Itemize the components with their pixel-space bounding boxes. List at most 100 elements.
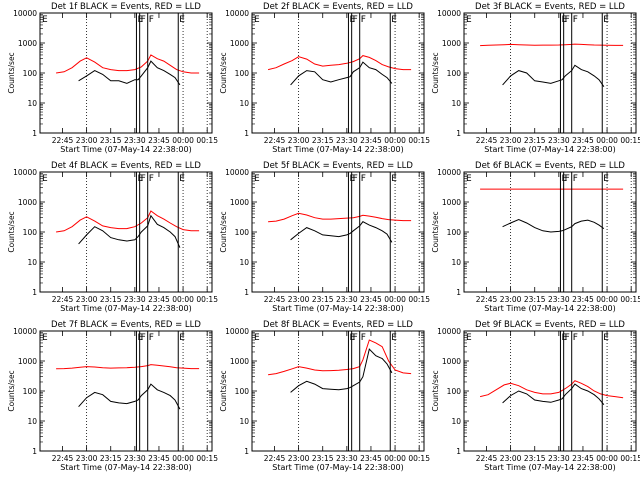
event-marker-letter: E xyxy=(391,15,397,25)
y-tick-label: 100 xyxy=(23,69,38,78)
event-marker-letter: F xyxy=(573,174,578,184)
x-tick-label: 00:00 xyxy=(596,136,618,145)
x-tick-label: 23:45 xyxy=(360,454,382,463)
event-marker-letter: E xyxy=(349,15,355,25)
event-marker-letter: E xyxy=(254,333,260,343)
event-marker-letter: E xyxy=(561,174,567,184)
event-marker-letter: F xyxy=(565,333,570,343)
y-axis-label: Counts/sec xyxy=(431,370,440,411)
event-marker-letter: E xyxy=(179,174,185,184)
event-marker-letter: F xyxy=(573,15,578,25)
x-tick-label: 23:30 xyxy=(336,454,358,463)
event-marker-letter: F xyxy=(149,174,154,184)
y-tick-label: 10000 xyxy=(13,168,37,177)
event-marker-letter: F xyxy=(361,174,366,184)
x-tick-label: 23:45 xyxy=(148,454,170,463)
y-tick-label: 1000 xyxy=(442,198,461,207)
x-axis-label: Start Time (07-May-14 22:38:00) xyxy=(272,145,403,154)
plot-frame xyxy=(39,330,213,452)
plot-frame xyxy=(39,12,213,134)
x-tick-label: 23:45 xyxy=(148,136,170,145)
y-tick-label: 10000 xyxy=(437,168,461,177)
series-line-events xyxy=(78,60,181,86)
x-tick-label: 23:00 xyxy=(500,295,522,304)
x-tick-label: 23:15 xyxy=(100,295,122,304)
panel-title: Det 7f BLACK = Events, RED = LLD xyxy=(51,320,201,330)
x-tick-label: 00:00 xyxy=(596,295,618,304)
x-tick-label: 23:15 xyxy=(524,136,546,145)
x-tick-label: 23:45 xyxy=(572,136,594,145)
panel-title: Det 5f BLACK = Events, RED = LLD xyxy=(263,161,413,171)
event-marker-letter: E xyxy=(349,333,355,343)
y-axis-label: Counts/sec xyxy=(7,211,16,252)
event-marker-letter: E xyxy=(137,15,143,25)
x-tick-label: 23:15 xyxy=(100,136,122,145)
y-axis-label: Counts/sec xyxy=(431,52,440,93)
series-line-events xyxy=(502,64,605,87)
x-tick-label: 00:15 xyxy=(408,136,430,145)
x-tick-label: 22:45 xyxy=(264,136,286,145)
plot-frame xyxy=(251,171,425,293)
event-marker-letter: E xyxy=(603,174,609,184)
event-marker-letter: F xyxy=(361,15,366,25)
x-tick-label: 00:15 xyxy=(620,295,640,304)
x-tick-label: 23:30 xyxy=(124,295,146,304)
x-axis-label: Start Time (07-May-14 22:38:00) xyxy=(60,463,191,472)
y-tick-label: 1000 xyxy=(18,357,37,366)
panel-title: Det 1f BLACK = Events, RED = LLD xyxy=(51,2,201,12)
x-axis-label: Start Time (07-May-14 22:38:00) xyxy=(272,463,403,472)
x-tick-label: 23:30 xyxy=(548,295,570,304)
event-marker-letter: F xyxy=(353,15,358,25)
y-tick-label: 10 xyxy=(451,258,461,267)
event-marker-letter: F xyxy=(361,333,366,343)
x-tick-label: 00:00 xyxy=(172,454,194,463)
y-tick-label: 100 xyxy=(235,69,250,78)
y-tick-label: 1000 xyxy=(18,198,37,207)
series-line-events xyxy=(78,383,181,410)
x-axis-label: Start Time (07-May-14 22:38:00) xyxy=(484,145,615,154)
series-line-events xyxy=(78,214,181,248)
x-tick-label: 22:45 xyxy=(476,454,498,463)
x-tick-label: 00:15 xyxy=(408,454,430,463)
event-marker-letter: F xyxy=(565,174,570,184)
x-tick-label: 23:30 xyxy=(124,136,146,145)
series-line-lld xyxy=(268,212,412,223)
event-marker-letter: E xyxy=(137,174,143,184)
series-line-lld xyxy=(479,380,624,399)
y-tick-label: 1 xyxy=(32,129,37,138)
x-tick-label: 23:45 xyxy=(572,454,594,463)
series-line-lld xyxy=(268,339,412,376)
y-tick-label: 10 xyxy=(27,417,37,426)
plot-frame xyxy=(251,330,425,452)
series-line-lld xyxy=(480,43,624,47)
x-tick-label: 23:45 xyxy=(360,136,382,145)
y-tick-label: 10 xyxy=(451,99,461,108)
x-tick-label: 00:15 xyxy=(196,136,218,145)
x-tick-label: 00:15 xyxy=(408,295,430,304)
y-tick-label: 1000 xyxy=(442,357,461,366)
series-line-lld xyxy=(56,210,200,233)
x-tick-label: 23:00 xyxy=(288,454,310,463)
x-tick-label: 22:45 xyxy=(52,454,74,463)
x-tick-label: 23:15 xyxy=(524,295,546,304)
y-tick-label: 10000 xyxy=(225,9,249,18)
event-marker-letter: F xyxy=(149,333,154,343)
event-marker-letter: E xyxy=(561,15,567,25)
y-tick-label: 10000 xyxy=(437,9,461,18)
x-tick-label: 00:00 xyxy=(384,454,406,463)
event-marker-letter: F xyxy=(149,15,154,25)
y-tick-label: 100 xyxy=(447,69,462,78)
x-tick-label: 00:15 xyxy=(620,136,640,145)
y-tick-label: 10 xyxy=(239,99,249,108)
y-tick-label: 1000 xyxy=(230,198,249,207)
y-tick-label: 100 xyxy=(447,387,462,396)
event-marker-letter: E xyxy=(42,174,48,184)
panel-title: Det 6f BLACK = Events, RED = LLD xyxy=(475,161,625,171)
y-tick-label: 10000 xyxy=(13,9,37,18)
